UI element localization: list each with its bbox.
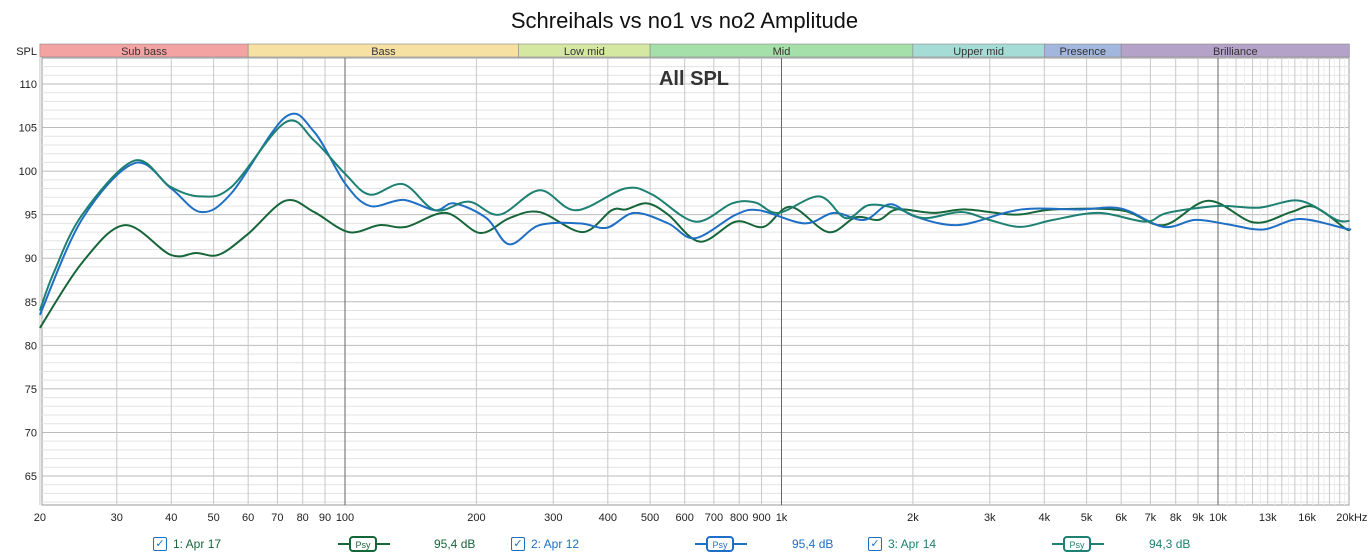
legend-item-3[interactable]: ✓ 3: Apr 14 [868, 535, 936, 553]
band-label: Upper mid [953, 46, 1004, 58]
x-tick-label: 900 [752, 512, 770, 524]
smoothing-badge: Psy [355, 540, 371, 550]
x-tick-label: 300 [544, 512, 562, 524]
x-tick-label: 200 [467, 512, 485, 524]
x-tick-label: 4k [1038, 512, 1050, 524]
y-tick-label: 110 [19, 79, 37, 91]
series-line-2 [38, 112, 1352, 316]
x-tick-label: 30 [111, 512, 123, 524]
x-tick-label: 9k [1192, 512, 1204, 524]
legend-value-1: 95,4 dB [434, 535, 475, 553]
x-tick-label: 7k [1145, 512, 1157, 524]
band-label: Bass [371, 46, 396, 58]
band-label: Brilliance [1213, 46, 1258, 58]
x-tick-label: 50 [207, 512, 219, 524]
legend-label: 2: Apr 12 [531, 537, 580, 551]
x-tick-label: 1k [776, 512, 788, 524]
x-tick-label: 13k [1259, 512, 1277, 524]
x-tick-label: 90 [319, 512, 331, 524]
x-tick-label: 60 [242, 512, 254, 524]
x-tick-label: 20 [34, 512, 46, 524]
legend-value: 95,4 dB [792, 537, 834, 551]
legend-value: 94,3 dB [1149, 537, 1191, 551]
band-brilliance [1120, 43, 1350, 58]
legend-label: 1: Apr 17 [173, 537, 222, 551]
x-tick-label: 500 [641, 512, 659, 524]
x-tick-label: 10k [1209, 512, 1227, 524]
plot-area [41, 57, 1350, 506]
overlay-label: All SPL [659, 68, 729, 90]
x-tick-label: 800 [730, 512, 748, 524]
checkbox-icon[interactable]: ✓ [511, 537, 525, 551]
x-tick-label: 700 [705, 512, 723, 524]
legend-value: 95,4 dB [434, 537, 476, 551]
legend-item-2[interactable]: ✓ 2: Apr 12 [511, 535, 579, 553]
x-tick-label: 8k [1170, 512, 1182, 524]
y-tick-label: 100 [19, 166, 37, 178]
band-label: Low mid [564, 46, 605, 58]
x-tick-label: 5k [1081, 512, 1093, 524]
x-tick-label: 40 [165, 512, 177, 524]
x-tick-label: 16k [1298, 512, 1316, 524]
band-label: Sub bass [121, 46, 167, 58]
legend-item-1[interactable]: ✓ 1: Apr 17 [153, 535, 221, 553]
checkbox-icon[interactable]: ✓ [868, 537, 882, 551]
legend-value-3: 94,3 dB [1149, 535, 1190, 553]
band-label: Mid [773, 46, 791, 58]
legend-line-icon-2: Psy [695, 535, 747, 553]
y-tick-label: 70 [25, 427, 37, 439]
x-tick-label: 600 [675, 512, 693, 524]
legend-value-2: 95,4 dB [792, 535, 833, 553]
legend-line-icon-3: Psy [1052, 535, 1104, 553]
y-tick-label: 105 [19, 123, 37, 135]
y-tick-label: 65 [25, 471, 37, 483]
smoothing-badge: Psy [1069, 540, 1085, 550]
y-tick-label: 75 [25, 384, 37, 396]
x-tick-label: 400 [599, 512, 617, 524]
x-tick-label: 2k [907, 512, 919, 524]
y-tick-label: 80 [25, 340, 37, 352]
x-tick-label: 3k [984, 512, 996, 524]
y-axis-label: SPL [16, 46, 37, 58]
band-label: Presence [1059, 46, 1105, 58]
x-tick-label: 6k [1115, 512, 1127, 524]
y-tick-label: 95 [25, 210, 37, 222]
y-tick-label: 85 [25, 297, 37, 309]
smoothing-badge: Psy [712, 540, 728, 550]
y-tick-label: 90 [25, 253, 37, 265]
x-tick-label: 100 [336, 512, 354, 524]
chart-title: Schreihals vs no1 vs no2 Amplitude [510, 8, 859, 33]
series-line-3 [38, 119, 1350, 311]
legend-label: 3: Apr 14 [888, 537, 937, 551]
x-tick-label: 80 [297, 512, 309, 524]
x-tick-label: 20kHz [1336, 512, 1367, 524]
x-tick-label: 70 [271, 512, 283, 524]
legend-line-icon-1: Psy [338, 535, 390, 553]
checkbox-icon[interactable]: ✓ [153, 537, 167, 551]
